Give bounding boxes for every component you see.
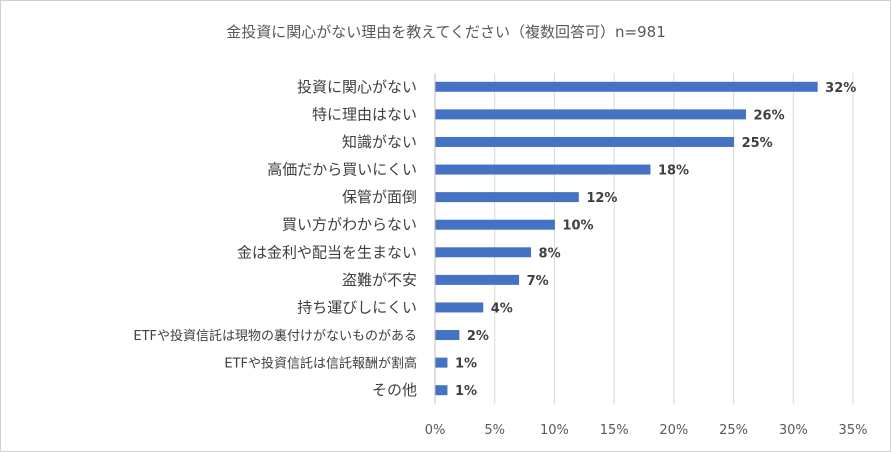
bar [435,219,555,230]
chart-title: 金投資に関心がない理由を教えてください（複数回答可）n=981 [226,23,666,41]
category-label: 金は金利や配当を生まない [237,243,417,261]
value-labels: 32% 26% 25% 18% 12% 10%8% 7% 4%2% 1% 1% [455,81,856,399]
bar [435,247,532,258]
bar [435,302,484,313]
tick-label: 15% [600,423,629,438]
value-label: 4% [491,301,513,316]
value-label: 26% [754,108,785,123]
tick-label: 35% [839,423,868,438]
category-labels: 投資に関心がない特に理由はない知識がない高価だから買いにくい保管が面倒買い方がわ… [133,78,417,399]
bar [435,274,520,285]
bar [435,385,448,396]
x-axis-ticks: 0% 5% 10% 15% 20% 25% 30% 35% [425,423,868,438]
value-label: 2% [467,329,489,344]
value-label: 7% [527,274,549,289]
bars [435,81,818,396]
category-label: ETFや投資信託は現物の裏付けがないものがある [133,328,417,344]
value-label: 18% [658,164,689,179]
tick-label: 5% [484,423,505,438]
value-label: 25% [742,136,773,151]
category-label: ETFや投資信託は信託報酬が割高 [224,356,417,372]
tick-label: 10% [540,423,569,438]
bar [435,192,579,203]
tick-label: 30% [779,423,808,438]
bar [435,357,448,368]
category-label: 投資に関心がない [297,78,417,96]
value-label: 1% [455,357,477,372]
category-label: 高価だから買いにくい [267,161,417,179]
category-label: 特に理由はない [312,105,417,123]
category-label: 買い方がわからない [282,216,417,234]
value-label: 32% [825,81,856,96]
gridlines [434,73,854,404]
tick-label: 20% [659,423,688,438]
bar [435,164,651,175]
bar [435,81,818,92]
category-label: 持ち運びしにくい [297,298,417,316]
category-label: その他 [372,381,417,399]
category-label: 盗難が不安 [342,271,417,289]
tick-label: 25% [719,423,748,438]
value-label: 12% [586,191,617,206]
value-label: 8% [539,246,561,261]
bar [435,330,460,341]
value-label: 1% [455,384,477,399]
tick-label: 0% [425,423,446,438]
bar [435,109,747,120]
category-label: 保管が面倒 [342,188,417,206]
value-label: 10% [562,219,593,234]
bar [435,136,735,147]
category-label: 知識がない [342,133,417,151]
